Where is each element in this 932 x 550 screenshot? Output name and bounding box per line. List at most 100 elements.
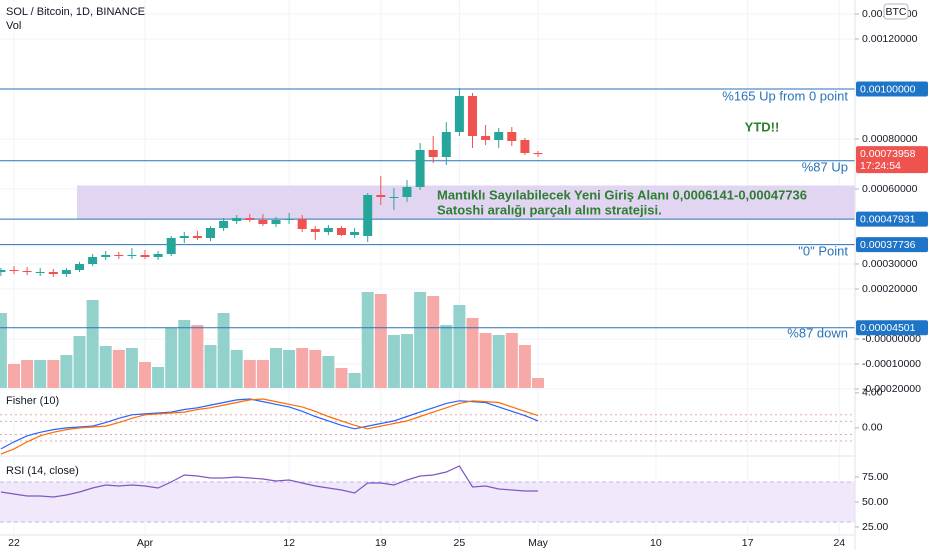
candle-body	[454, 96, 464, 132]
volume-bar	[243, 360, 256, 388]
volume-bar	[256, 360, 269, 388]
volume-bar	[139, 362, 151, 388]
candle-body	[376, 195, 386, 197]
volume-bar	[427, 296, 440, 388]
fisher-title: Fisher (10)	[6, 395, 59, 407]
candle-body	[166, 238, 176, 254]
y-tick-label: -0.00000000	[862, 333, 921, 345]
price-badge	[856, 81, 928, 97]
annotation: YTD!!	[745, 119, 780, 134]
annotation: %165 Up from 0 point	[722, 88, 848, 103]
y-tick-label: -0.00020000	[862, 383, 921, 395]
volume-bar	[283, 350, 296, 388]
x-tick-label: May	[528, 537, 549, 549]
volume-bar	[0, 313, 7, 388]
candle-body	[310, 229, 320, 232]
candle-body	[9, 270, 19, 271]
candle-body	[402, 187, 412, 197]
countdown-label: 17:24:54	[860, 160, 901, 172]
candle-body	[140, 255, 150, 257]
y-tick-label: -0.00010000	[862, 358, 921, 370]
y-tick-label: 0.00120000	[862, 33, 918, 45]
y-tick-label: 0.00080000	[862, 133, 918, 145]
volume-label: Vol	[6, 20, 21, 32]
candle-body	[101, 255, 111, 257]
rsi-line	[0, 465, 538, 498]
volume-bar	[60, 355, 73, 388]
currency-label[interactable]: BTC	[886, 6, 907, 18]
candle-body	[192, 236, 202, 238]
price-badge	[856, 320, 928, 336]
annotation: %87 Up	[802, 159, 848, 174]
annotation: "0" Point	[798, 243, 848, 258]
x-tick-label: Apr	[137, 537, 154, 549]
volume-bar	[453, 305, 466, 388]
candle-body	[533, 153, 543, 155]
x-tick-label: 22	[8, 537, 20, 549]
volume-bar	[21, 360, 34, 388]
volume-bar	[387, 335, 400, 388]
x-tick-label: 24	[833, 537, 845, 549]
candle-body	[520, 140, 530, 153]
candle-body	[61, 270, 71, 274]
candle-body	[88, 257, 98, 264]
volume-bar	[204, 345, 217, 388]
price-badge	[856, 237, 928, 253]
candle-body	[323, 228, 333, 232]
x-tick-label: 12	[283, 537, 295, 549]
y-tick-label: 75.00	[862, 471, 888, 483]
rsi-band	[0, 482, 855, 522]
candle-body	[127, 255, 137, 256]
x-tick-label: 19	[375, 537, 387, 549]
volume-bar	[152, 367, 165, 388]
volume-bar	[466, 318, 479, 388]
y-tick-label: 0.00	[862, 422, 883, 434]
fisher-line	[0, 398, 539, 450]
price-badge-label: 0.00047931	[860, 213, 916, 225]
volume-bar	[178, 320, 191, 388]
volume-bar	[348, 373, 361, 388]
candle-body	[179, 236, 189, 238]
y-tick-label: 0.00030000	[862, 258, 918, 270]
rsi-title: RSI (14, close)	[6, 465, 79, 477]
volume-bar	[322, 356, 335, 388]
volume-bar	[217, 313, 230, 388]
candle-body	[507, 132, 517, 141]
volume-bar	[361, 292, 374, 388]
candle-body	[219, 221, 229, 228]
volume-bar	[8, 364, 20, 388]
candle-body	[48, 272, 58, 274]
volume-bar	[309, 350, 322, 388]
currency-badge[interactable]	[883, 3, 909, 20]
zone	[77, 185, 855, 220]
volume-bar	[335, 368, 348, 388]
annotation: Satoshi aralığı parçalı alım stratejisi.	[437, 202, 662, 217]
candle-body	[428, 150, 438, 157]
volume-bar	[112, 350, 125, 388]
volume-bar	[270, 348, 282, 388]
candle-body	[284, 219, 294, 220]
volume-bar	[99, 346, 112, 388]
symbol-title: SOL / Bitcoin, 1D, BINANCE	[6, 6, 145, 18]
volume-bar	[125, 348, 138, 388]
candle-body	[114, 255, 124, 256]
candle-body	[75, 264, 84, 270]
volume-bar	[532, 378, 544, 388]
candle-body	[245, 218, 255, 220]
fisher-line	[0, 398, 539, 455]
volume-bar	[73, 336, 86, 388]
price-badge	[856, 211, 928, 227]
volume-bar	[296, 348, 309, 388]
candle-body	[0, 270, 6, 272]
y-tick-label: 25.00	[862, 521, 888, 533]
volume-bar	[505, 333, 518, 388]
annotation: Mantıklı Sayılabilecek Yeni Giriş Alanı …	[437, 187, 807, 202]
candle-body	[297, 219, 307, 229]
y-tick-label: 50.00	[862, 496, 888, 508]
volume-bar	[492, 335, 505, 388]
candle-body	[481, 136, 491, 140]
price-badge-label: 0.00100000	[860, 83, 916, 95]
last-price-badge	[856, 146, 928, 174]
candle-body	[232, 218, 242, 221]
